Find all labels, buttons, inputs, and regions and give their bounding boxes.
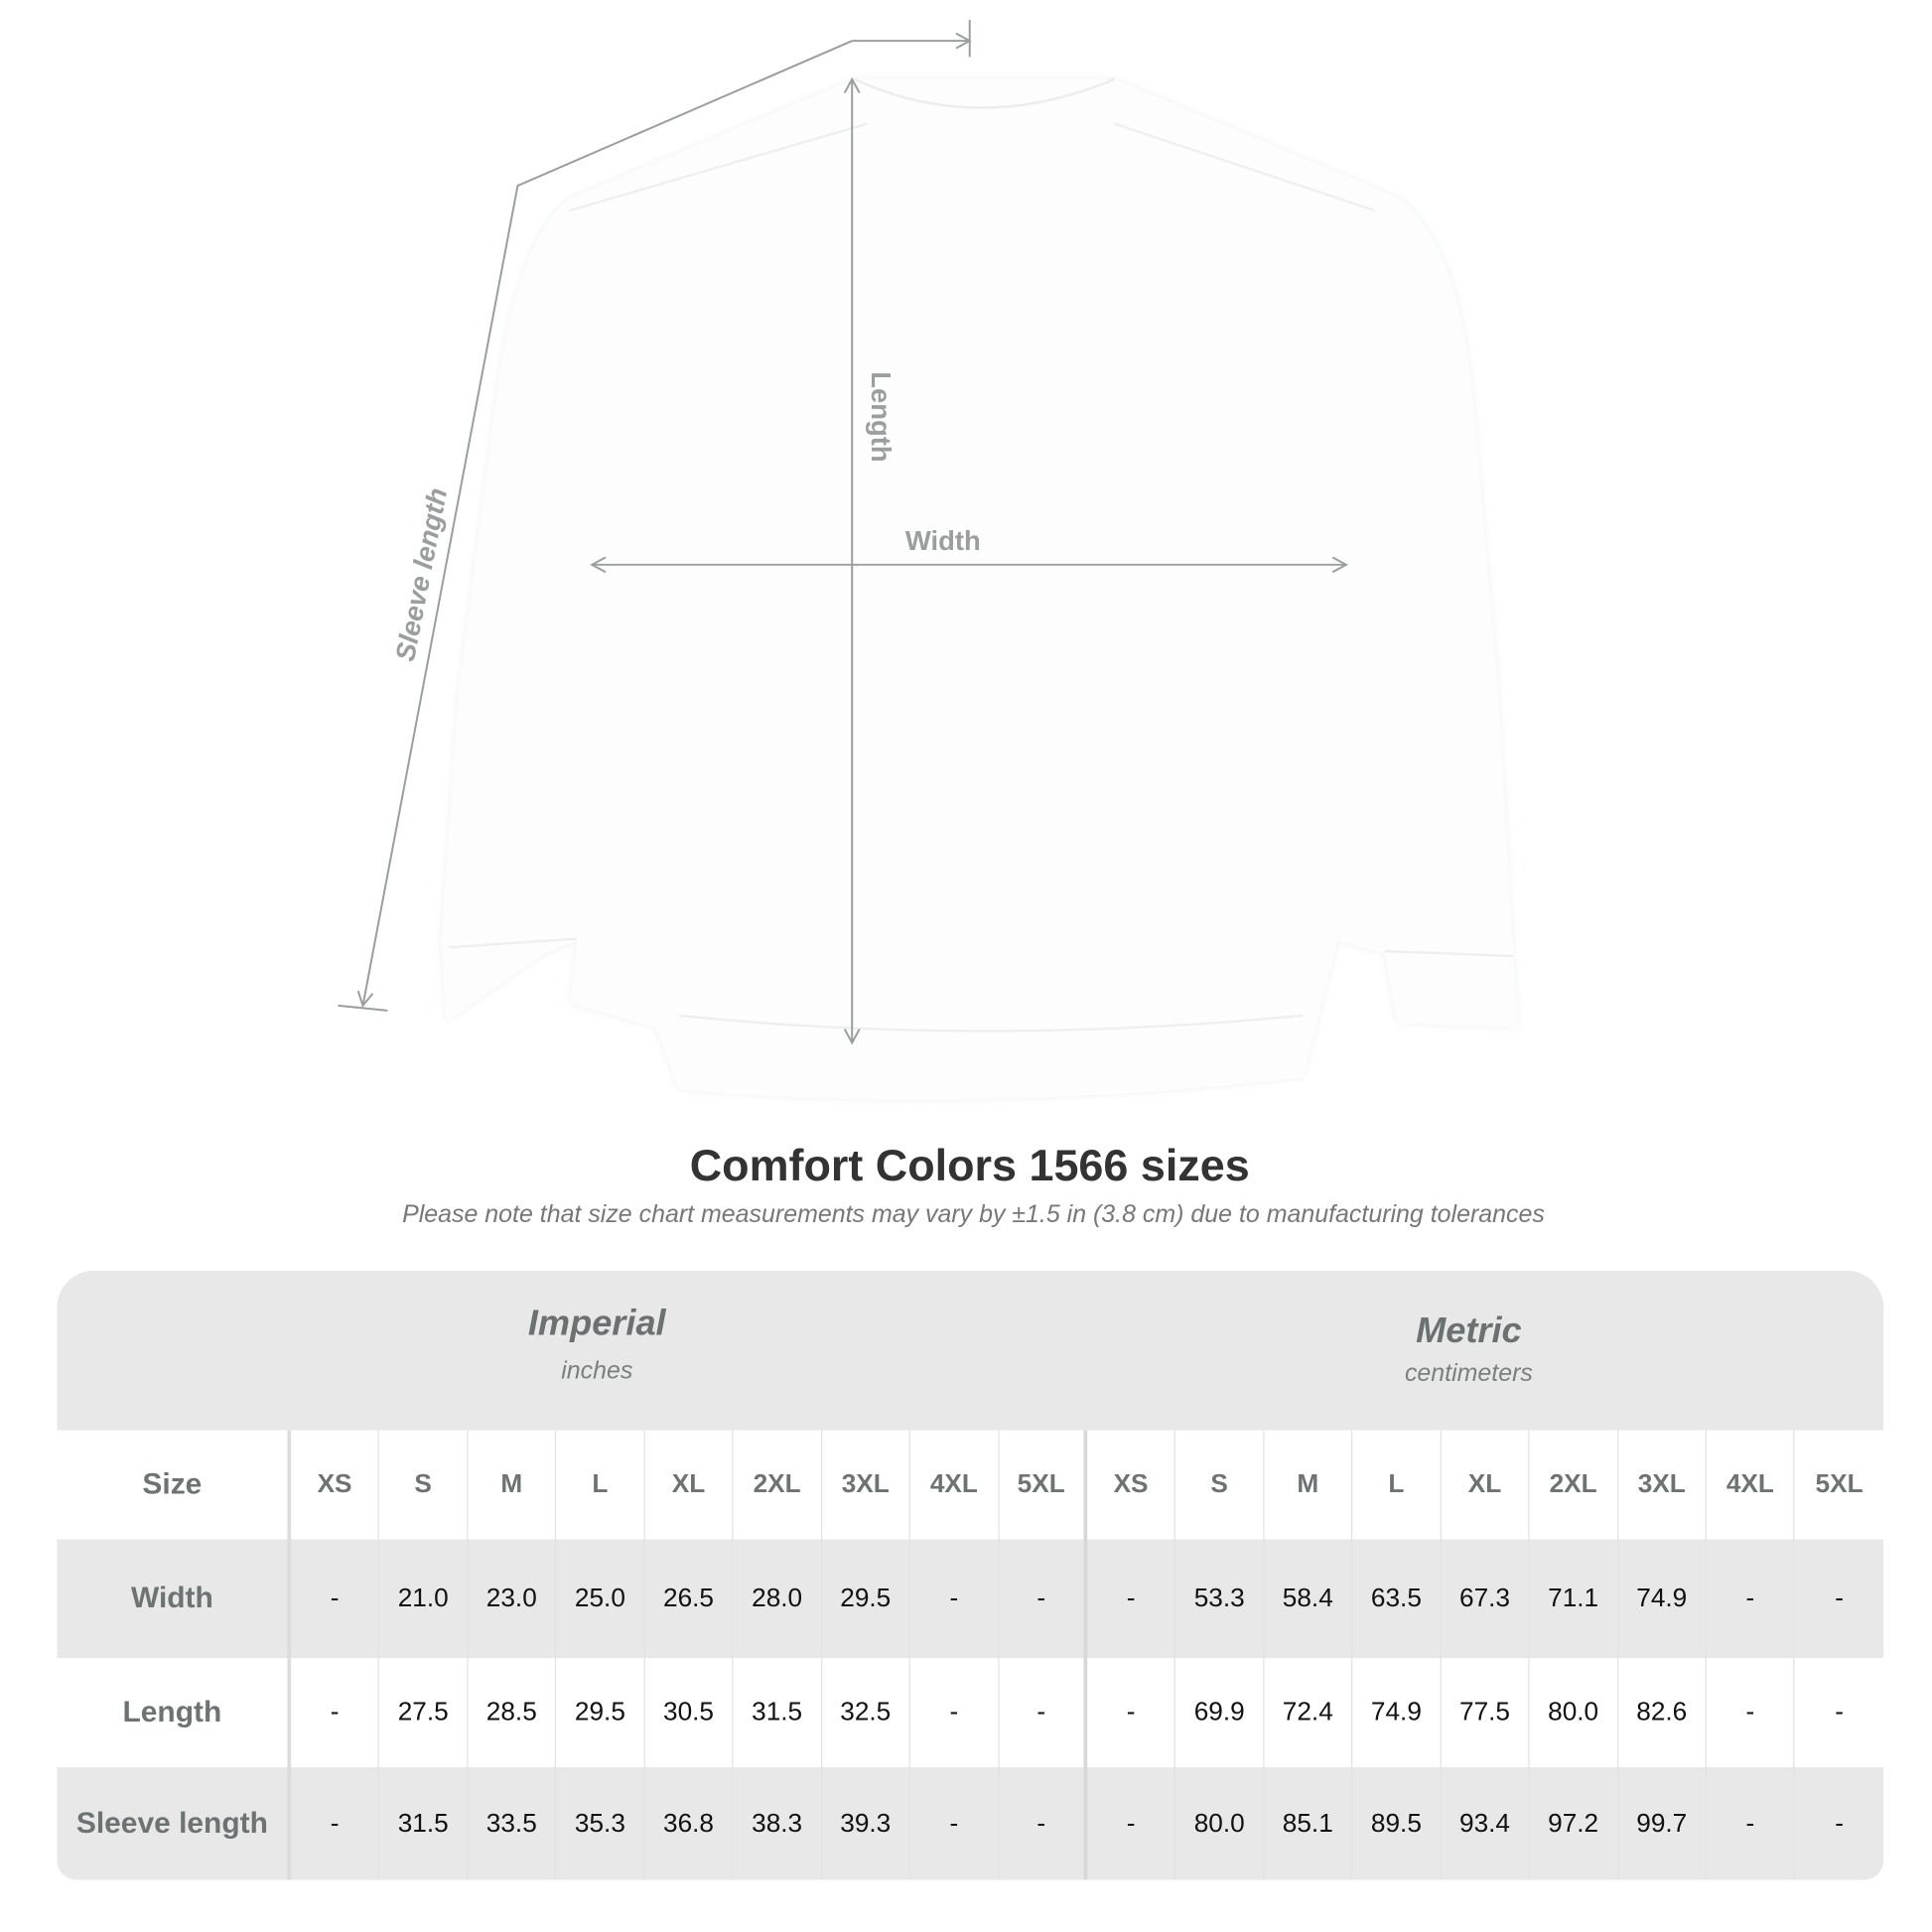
dimension-lines (338, 19, 1349, 1045)
sweatshirt-diagram: Length Width Sleeve length (338, 19, 1519, 1100)
metric-cell: 58.4 (1264, 1539, 1353, 1659)
metric-cell: 82.6 (1618, 1658, 1707, 1768)
metric-size-header: XL (1442, 1430, 1530, 1540)
imperial-cell: 36.8 (645, 1767, 734, 1880)
metric-cell: - (1087, 1539, 1176, 1659)
metric-cell: 77.5 (1442, 1658, 1530, 1768)
metric-size-header: 5XL (1815, 1469, 1863, 1499)
metric-cell: - (1835, 1584, 1844, 1613)
metric-unit: centimeters (1404, 1359, 1533, 1388)
metric-size-header: M (1264, 1430, 1353, 1540)
metric-cell: 93.4 (1442, 1767, 1530, 1880)
imperial-size-header: 4XL (910, 1430, 1000, 1540)
metric-cell: - (1707, 1658, 1796, 1768)
metric-size-header: 3XL (1618, 1430, 1707, 1540)
imperial-cell: - (910, 1767, 1000, 1880)
imperial-size-header: L (556, 1430, 645, 1540)
metric-cell: 71.1 (1530, 1539, 1618, 1659)
imperial-cell: - (999, 1658, 1088, 1768)
imperial-size-header: 5XL (999, 1430, 1088, 1540)
metric-cell: 99.7 (1618, 1767, 1707, 1880)
imperial-size-header: XS (291, 1430, 380, 1540)
metric-cell: 85.1 (1264, 1767, 1353, 1880)
imperial-size-header: 3XL (822, 1430, 910, 1540)
size-label: Size (57, 1430, 292, 1540)
width-label: Width (905, 525, 981, 556)
metric-cell: 74.9 (1352, 1658, 1442, 1768)
table-header-band (57, 1270, 1884, 1431)
metric-cell: - (1087, 1658, 1176, 1768)
imperial-size-header: 2XL (734, 1430, 822, 1540)
imperial-cell: 28.5 (468, 1658, 557, 1768)
imperial-cell: 33.5 (468, 1767, 557, 1880)
size-row: Size XS S M L XL 2XL 3XL 4XL 5XL XS S M L XL 2XL 3XL 4XL… (57, 1430, 1884, 1540)
imperial-unit: inches (561, 1357, 633, 1385)
metric-size-header: S (1175, 1430, 1265, 1540)
imperial-cell: 21.0 (379, 1539, 469, 1659)
imperial-cell: - (291, 1539, 380, 1659)
length-label: Length (866, 371, 897, 462)
row-label: Width (57, 1539, 292, 1659)
imperial-cell: - (999, 1767, 1088, 1880)
imperial-cell: - (910, 1658, 1000, 1768)
imperial-cell: - (999, 1539, 1088, 1659)
metric-cell: 89.5 (1352, 1767, 1442, 1880)
row-label: Sleeve length (57, 1767, 292, 1880)
imperial-cell: 31.5 (379, 1767, 469, 1880)
imperial-cell: 29.5 (556, 1658, 645, 1768)
imperial-size-header: S (379, 1430, 469, 1540)
metric-cell: 63.5 (1352, 1539, 1442, 1659)
metric-cell: 97.2 (1530, 1767, 1618, 1880)
metric-size-header: XS (1087, 1430, 1176, 1540)
imperial-cell: 26.5 (645, 1539, 734, 1659)
metric-cell: - (1087, 1767, 1176, 1880)
imperial-cell: 28.0 (734, 1539, 822, 1659)
metric-cell: 74.9 (1618, 1539, 1707, 1659)
row-label: Length (57, 1658, 292, 1768)
metric-cell: 80.0 (1530, 1658, 1618, 1768)
imperial-cell: 32.5 (822, 1658, 910, 1768)
metric-cell: - (1835, 1808, 1844, 1838)
imperial-cell: - (910, 1539, 1000, 1659)
imperial-cell: 29.5 (822, 1539, 910, 1659)
imperial-cell: 27.5 (379, 1658, 469, 1768)
table-row: Sleeve length -31.5 33.5 35.3 36.8 38.3 39.3- -… (57, 1767, 1884, 1880)
imperial-cell: 38.3 (734, 1767, 822, 1880)
imperial-cell: 31.5 (734, 1658, 822, 1768)
metric-cell: 53.3 (1175, 1539, 1265, 1659)
imperial-cell: 23.0 (468, 1539, 557, 1659)
sleeve-tick (338, 1004, 388, 1012)
imperial-cell: - (291, 1658, 380, 1768)
metric-cell: 80.0 (1175, 1767, 1265, 1880)
sleeve-length-line (356, 40, 853, 1008)
imperial-size-header: M (468, 1430, 557, 1540)
metric-cell: 72.4 (1264, 1658, 1353, 1768)
imperial-header: Imperial inches (349, 1305, 845, 1386)
imperial-cell: 39.3 (822, 1767, 910, 1880)
metric-cell: - (1835, 1698, 1844, 1726)
metric-size-header: 2XL (1530, 1430, 1618, 1540)
sweatshirt-image (441, 77, 1519, 1100)
size-table: Imperial inches Metric centimeters Size … (57, 1270, 1884, 1880)
tolerance-note: Please note that size chart measurements… (402, 1200, 1545, 1229)
table-row: Length -27.5 28.5 29.5 30.5 31.5 32.5- - -69.9 72… (57, 1658, 1884, 1768)
table-row: Width -21.0 23.0 25.0 26.5 28.0 29.5- - -53.3 58.… (57, 1539, 1884, 1659)
metric-title: Metric (1416, 1311, 1522, 1351)
metric-cell: - (1707, 1539, 1796, 1659)
imperial-cell: 30.5 (645, 1658, 734, 1768)
imperial-size-header: XL (645, 1430, 734, 1540)
metric-header: Metric centimeters (1221, 1311, 1717, 1388)
page-title: Comfort Colors 1566 sizes (689, 1139, 1250, 1190)
imperial-cell: 25.0 (556, 1539, 645, 1659)
imperial-title: Imperial (527, 1304, 666, 1344)
metric-size-header: L (1352, 1430, 1442, 1540)
imperial-cell: - (291, 1767, 380, 1880)
metric-cell: - (1707, 1767, 1796, 1880)
imperial-cell: 35.3 (556, 1767, 645, 1880)
metric-cell: 69.9 (1175, 1658, 1265, 1768)
metric-size-header: 4XL (1707, 1430, 1796, 1540)
metric-cell: 67.3 (1442, 1539, 1530, 1659)
